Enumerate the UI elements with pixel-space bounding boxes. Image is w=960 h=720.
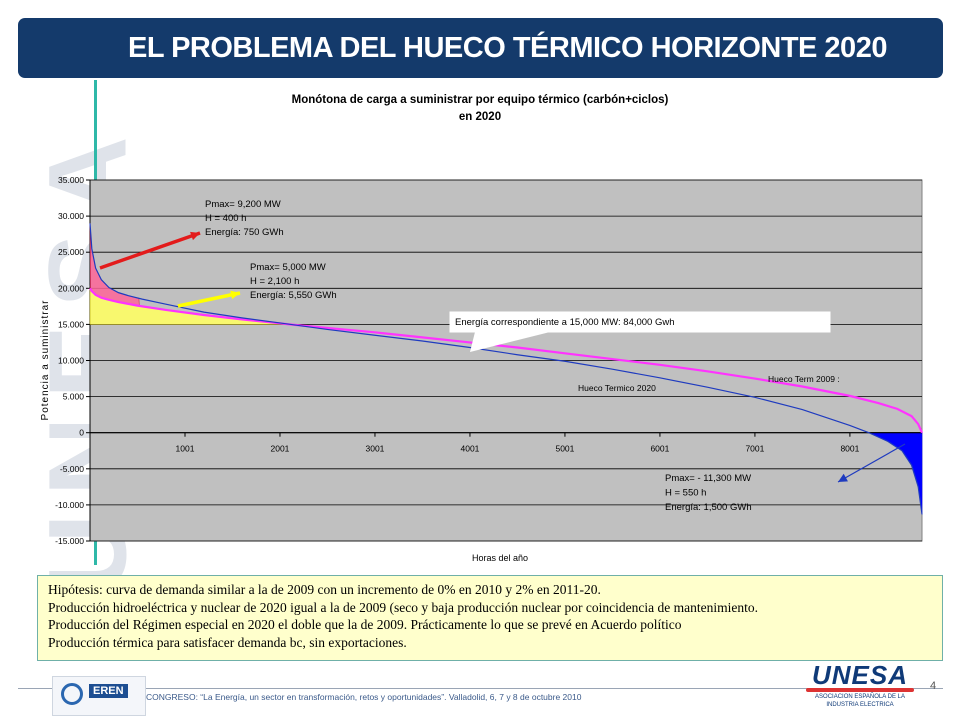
footer-divider — [18, 688, 943, 689]
x-tick-label: 4001 — [460, 444, 479, 454]
unesa-swoosh-icon — [806, 688, 914, 692]
chart-title: Monótona de carga a suministrar por equi… — [292, 94, 669, 106]
annotation-blue-text: Pmax= - 11,300 MW — [665, 473, 751, 484]
y-tick-label: 10.000 — [58, 356, 84, 366]
y-tick-label: 20.000 — [58, 283, 84, 293]
y-tick-label: 35.000 — [58, 175, 84, 185]
series-label-2009: Hueco Term 2009 : — [768, 374, 840, 384]
footer-conference-text: CONGRESO: “La Energía, un sector en tran… — [146, 692, 582, 702]
blue-arrow-icon-head — [838, 473, 848, 482]
page-title: EL PROBLEMA DEL HUECO TÉRMICO HORIZONTE … — [128, 32, 887, 64]
hypothesis-line: Hipótesis: curva de demanda similar a la… — [48, 582, 601, 597]
annotation-red-text: Energía: 750 GWh — [205, 227, 284, 238]
x-tick-label: 8001 — [840, 444, 859, 454]
annotation-yellow-text: Energía: 5,550 GWh — [250, 290, 337, 301]
blue-arrow-icon — [837, 443, 906, 483]
y-tick-label: -15.000 — [55, 536, 84, 546]
y-tick-label: 15.000 — [58, 319, 84, 329]
y-tick-label: 0 — [79, 428, 84, 438]
annotation-callout-box — [449, 311, 831, 333]
hypothesis-line: Producción del Régimen especial en 2020 … — [48, 617, 682, 632]
annotation-blue-text: H = 550 h — [665, 488, 706, 499]
y-tick-label: 25.000 — [58, 247, 84, 257]
y-tick-label: -10.000 — [55, 500, 84, 510]
unesa-logo-text: UNESA — [811, 660, 908, 690]
unesa-logo: UNESA ASOCIACION ESPAÑOLA DE LA INDUSTRI… — [800, 660, 920, 716]
load-duration-chart: Monótona de carga a suministrar por equi… — [40, 94, 924, 563]
annotation-red-text: Pmax= 9,200 MW — [205, 199, 281, 210]
eren-logo-text: EREN — [89, 684, 128, 698]
chart-subtitle: en 2020 — [459, 111, 501, 123]
eren-emblem-icon — [61, 683, 83, 705]
x-tick-label: 2001 — [271, 444, 290, 454]
x-tick-label: 5001 — [555, 444, 574, 454]
hypotheses-box: Hipótesis: curva de demanda similar a la… — [37, 575, 943, 661]
title-bar: EL PROBLEMA DEL HUECO TÉRMICO HORIZONTE … — [18, 18, 943, 78]
x-tick-label: 6001 — [650, 444, 669, 454]
annotation-yellow-text: H = 2,100 h — [250, 276, 299, 287]
annotation-red-text: H = 400 h — [205, 213, 246, 224]
series-line-2009 — [89, 287, 924, 434]
annotation-blue-text: Energía: 1,500 GWh — [665, 502, 752, 513]
x-axis-title: Horas del año — [472, 553, 528, 563]
y-axis-title: Potencia a suministrar — [40, 300, 51, 421]
red-arrow-icon-head — [190, 231, 200, 241]
x-tick-label: 3001 — [366, 444, 385, 454]
page-number: 4 — [930, 680, 937, 692]
yellow-arrow-icon — [177, 291, 241, 308]
x-tick-label: 1001 — [176, 444, 195, 454]
annotation-yellow-text: Pmax= 5,000 MW — [250, 262, 326, 273]
series-line-2020 — [89, 223, 923, 515]
y-tick-label: 5.000 — [63, 392, 85, 402]
red-arrow-icon — [99, 231, 201, 270]
hypothesis-line: Producción hidroeléctrica y nuclear de 2… — [48, 599, 758, 615]
eren-logo: EREN — [52, 676, 146, 716]
annotation-callout-pointer — [470, 332, 550, 352]
x-tick-label: 7001 — [745, 444, 764, 454]
annotation-callout-text: Energía correspondiente a 15,000 MW: 84,… — [455, 317, 675, 328]
hypothesis-line: Producción térmica para satisfacer deman… — [48, 634, 407, 650]
y-tick-label: 30.000 — [58, 211, 84, 221]
y-tick-label: -5.000 — [60, 464, 84, 474]
series-label-2020: Hueco Termico 2020 — [578, 383, 656, 393]
unesa-logo-subtitle: ASOCIACION ESPAÑOLA DE LA INDUSTRIA ELEC… — [815, 694, 905, 708]
yellow-arrow-icon-head — [230, 290, 240, 300]
